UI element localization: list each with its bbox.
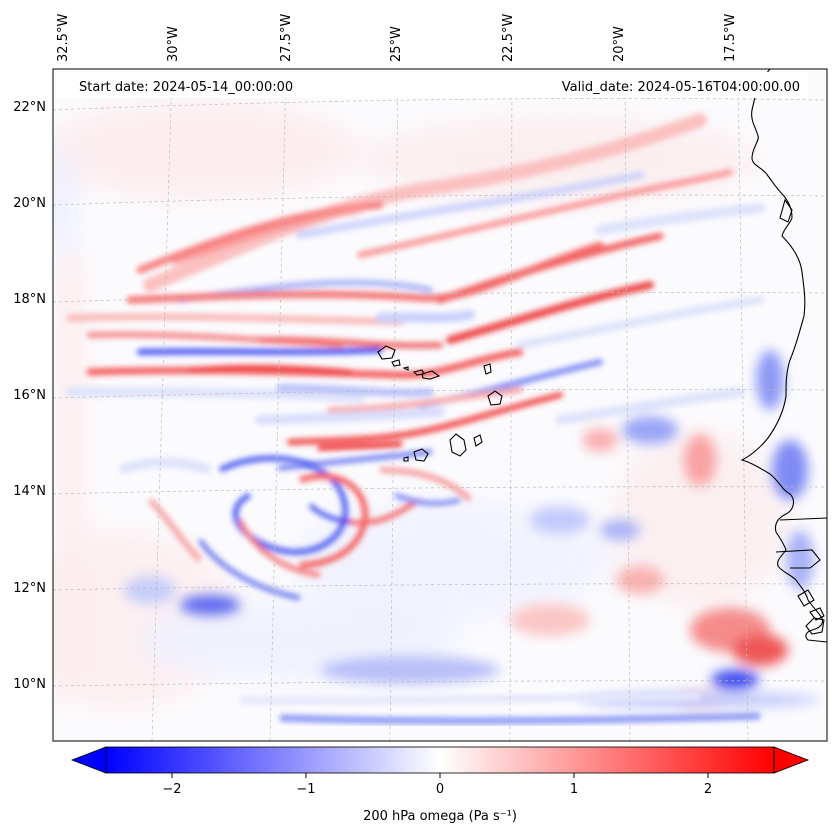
colorbar-tick-label: −1 — [296, 782, 315, 797]
omega-field — [53, 69, 827, 741]
graticule — [53, 71, 827, 741]
lat-label: 14°N — [13, 484, 46, 499]
lat-label: 20°N — [13, 196, 46, 211]
lon-label: 32.5°W — [56, 14, 71, 62]
lon-label: 20°W — [612, 26, 627, 62]
lat-label: 22°N — [13, 100, 46, 115]
lat-label: 10°N — [13, 677, 46, 692]
lon-label: 22.5°W — [501, 14, 516, 62]
header-box — [56, 72, 808, 98]
colorbar-gradient — [106, 747, 774, 773]
longitude-labels: 32.5°W 30°W 27.5°W 25°W 22.5°W 20°W 17.5… — [56, 14, 738, 62]
islands — [377, 345, 503, 462]
colorbar-tick-label: −2 — [162, 782, 181, 797]
lat-label: 16°N — [13, 388, 46, 403]
colorbar: −2 −1 0 1 2 200 hPa omega (Pa s⁻¹) — [70, 746, 810, 824]
latitude-labels: 22°N 20°N 18°N 16°N 14°N 12°N 10°N — [13, 100, 46, 692]
lat-label: 12°N — [13, 581, 46, 596]
colorbar-tick-label: 2 — [704, 782, 712, 797]
coastline — [740, 69, 827, 643]
lon-label: 25°W — [389, 26, 404, 62]
lon-label: 17.5°W — [723, 14, 738, 62]
map-panel: Start date: 2024-05-14_00:00:00 Valid_da… — [52, 68, 828, 742]
map-frame — [52, 68, 828, 742]
colorbar-extend-max — [773, 746, 810, 774]
colorbar-extend-min — [70, 746, 107, 774]
colorbar-ticks — [171, 773, 709, 778]
colorbar-label: 200 hPa omega (Pa s⁻¹) — [363, 809, 517, 824]
colorbar-tick-label: 1 — [570, 782, 578, 797]
valid-date-label: Valid_date: 2024-05-16T04:00:00.00 — [562, 80, 800, 95]
start-date-label: Start date: 2024-05-14_00:00:00 — [79, 80, 293, 95]
lon-label: 27.5°W — [279, 14, 294, 62]
lon-label: 30°W — [166, 26, 181, 62]
lat-label: 18°N — [13, 292, 46, 307]
colorbar-tick-label: 0 — [436, 782, 444, 797]
